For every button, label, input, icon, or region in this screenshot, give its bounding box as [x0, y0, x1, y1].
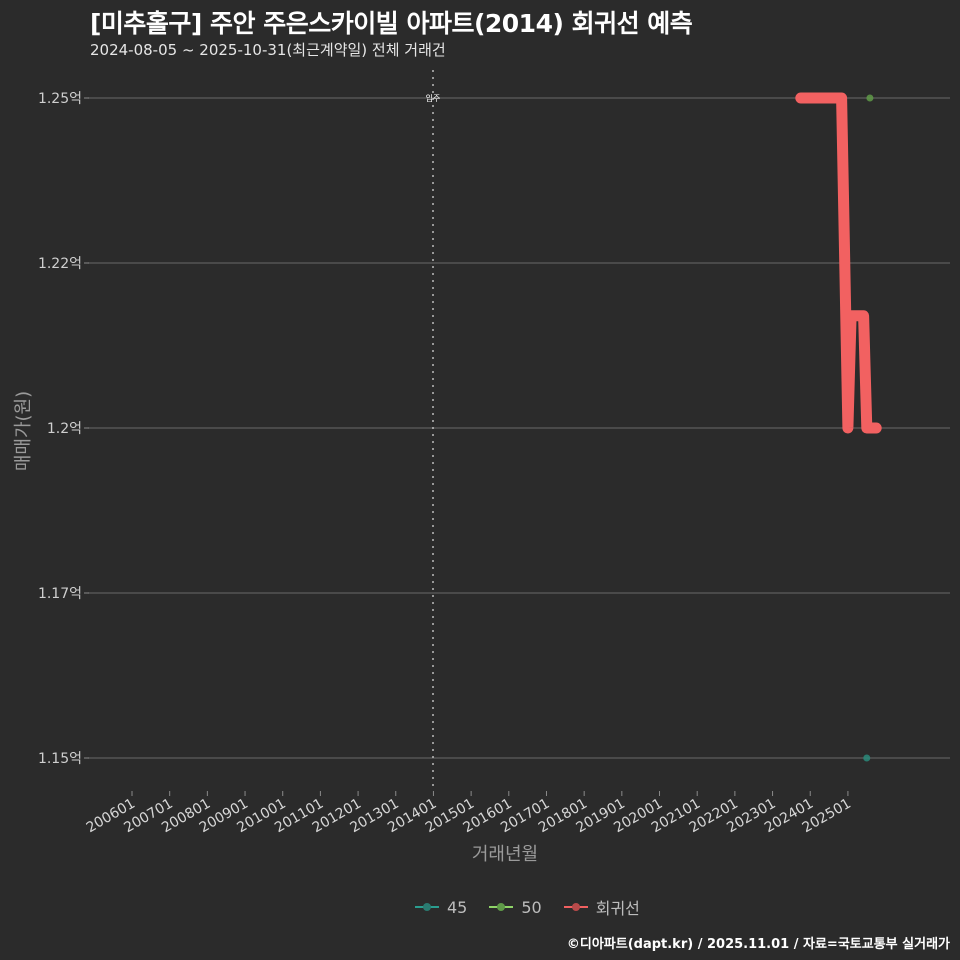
move-in-label: 입주: [426, 94, 441, 103]
y-tick-label: 1.2억: [47, 421, 82, 437]
x-axis-label: 거래년월: [471, 844, 539, 865]
data-point-45: [863, 754, 871, 762]
legend-item-45: 45: [415, 898, 467, 917]
y-tick-label: 1.17억: [38, 586, 82, 602]
y-tick-label: 1.22억: [38, 256, 82, 272]
legend-key-icon: [415, 901, 439, 913]
data-point-50: [866, 94, 874, 102]
chart-title: [미추홀구] 주안 주은스카이빌 아파트(2014) 회귀선 예측: [90, 9, 693, 38]
y-axis-ticks: 1.25억 1.22억 1.2억 1.17억 1.15억: [38, 91, 89, 767]
y-grid: [88, 97, 950, 759]
y-tick-label: 1.25억: [38, 91, 82, 107]
footer-credit: ©디아파트(dapt.kr) / 2025.11.01 / 자료=국토교통부 실…: [566, 937, 950, 952]
x-axis-ticks: 2006012007012008012009012010012011012012…: [84, 791, 854, 836]
scatter-points: [863, 94, 874, 762]
legend: 45 50 회귀선: [415, 895, 662, 919]
legend-label: 회귀선: [595, 899, 640, 918]
chart-subtitle: 2024-08-05 ~ 2025-10-31(최근계약일) 전체 거래건: [90, 41, 446, 59]
legend-key-icon: [489, 901, 514, 913]
legend-item-50: 50: [489, 897, 542, 917]
legend-item-regression: 회귀선: [563, 895, 640, 919]
legend-label: 45: [447, 897, 468, 917]
y-axis-label: 매매가(원): [13, 390, 34, 472]
legend-key-icon: [563, 901, 588, 913]
regression-line: [795, 92, 882, 434]
y-tick-label: 1.15억: [38, 751, 82, 767]
legend-label: 50: [521, 897, 542, 917]
